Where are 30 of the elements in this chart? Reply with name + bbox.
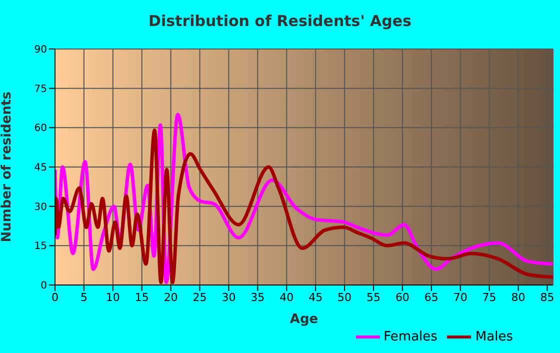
y-tick-label: 90: [34, 44, 47, 56]
x-tick-label: 60: [395, 290, 410, 304]
x-axis-title: Age: [290, 312, 318, 327]
x-tick-label: 40: [280, 290, 294, 304]
chart-title: Distribution of Residents' Ages: [148, 12, 412, 30]
x-tick-label: 65: [424, 290, 438, 304]
x-tick-label: 20: [164, 290, 178, 304]
x-tick-label: 0: [52, 290, 58, 304]
y-tick-label: 60: [34, 123, 47, 134]
x-tick-label: 80: [511, 290, 526, 304]
y-tick-label: 75: [34, 84, 47, 95]
y-tick-label: 30: [34, 202, 47, 213]
x-tick-label: 30: [222, 290, 236, 304]
y-tick-label: 0: [40, 280, 47, 292]
x-tick-label: 85: [540, 290, 554, 304]
y-axis-title: Number of residents: [0, 91, 15, 242]
x-tick-label: 35: [250, 290, 265, 304]
x-tick-label: 75: [482, 290, 496, 304]
y-tick-label: 45: [34, 162, 47, 174]
y-tick-label: 15: [34, 241, 47, 252]
legend-label: Males: [475, 330, 513, 345]
x-tick-label: 55: [366, 290, 380, 304]
x-tick-label: 45: [308, 290, 323, 304]
x-tick-label: 10: [106, 290, 120, 304]
x-tick-label: 15: [134, 290, 149, 304]
x-tick-label: 70: [453, 290, 468, 304]
x-tick-label: 25: [192, 290, 207, 304]
x-tick-label: 5: [80, 290, 88, 304]
x-tick-label: 50: [338, 290, 352, 304]
legend-label: Females: [384, 330, 438, 345]
